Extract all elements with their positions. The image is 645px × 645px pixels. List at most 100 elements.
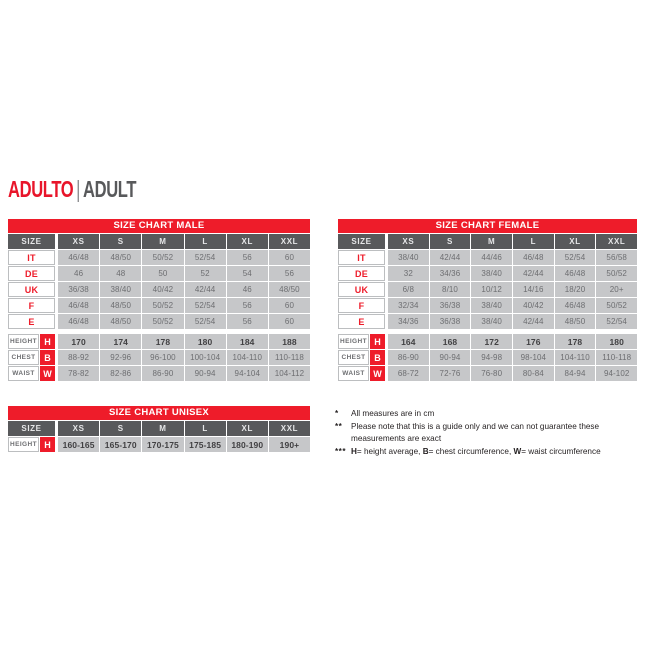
unisex-measure-0-cell-2: 170-175 (142, 437, 184, 452)
male-row-3-cell-3: 52/54 (184, 298, 226, 313)
female-row-1-cell-5: 50/52 (596, 266, 638, 281)
female-header-cells: XS S M L XL XXL (388, 234, 638, 249)
male-row-e: E 46/48 48/50 50/52 52/54 56 60 (8, 314, 311, 329)
female-row-2-cell-1: 8/10 (429, 282, 471, 297)
male-header-cell-5: XXL (268, 234, 311, 249)
footnote-text-0: All measures are in cm (351, 409, 435, 418)
male-row-3-cell-1: 48/50 (100, 298, 142, 313)
female-row-2-cell-5: 20+ (596, 282, 638, 297)
male-row-2-cell-0: 36/38 (58, 282, 100, 297)
male-measure-0-cell-2: 178 (142, 334, 184, 349)
male-row-4-cell-0: 46/48 (58, 314, 100, 329)
male-measure-1-cell-3: 100-104 (184, 350, 226, 365)
male-row-label-f: F (8, 298, 55, 313)
female-row-label-uk: UK (338, 282, 385, 297)
male-row-3-cell-4: 56 (226, 298, 268, 313)
male-row-label-it: IT (8, 250, 55, 265)
female-row-0-cells: 38/40 42/44 44/46 46/48 52/54 56/58 (388, 250, 638, 265)
female-measure-badge-b: B (370, 350, 385, 365)
female-measure-label-chest: CHEST B (338, 350, 385, 365)
male-measure-0-cell-3: 180 (184, 334, 226, 349)
male-row-label-text-4: E (8, 314, 55, 329)
female-measure-label-height: HEIGHT H (338, 334, 385, 349)
footnote-text-1: Please note that this is a guide only an… (351, 421, 600, 444)
female-row-0-cell-3: 46/48 (513, 250, 554, 265)
female-row-0-cell-0: 38/40 (388, 250, 429, 265)
size-chart-male: SIZE CHART MALE SIZE XS S M L XL XXL IT 46/48 48/… (8, 219, 311, 381)
male-measure-1-cell-2: 96-100 (142, 350, 184, 365)
male-row-0-cell-5: 60 (268, 250, 311, 265)
female-measure-2-cell-2: 76-80 (471, 366, 513, 381)
unisex-header-cell-1: S (100, 421, 142, 436)
female-measure-row-height: HEIGHT H 164 168 172 176 178 180 (338, 334, 638, 349)
male-row-3-cell-0: 46/48 (58, 298, 100, 313)
unisex-header-cell-2: M (142, 421, 184, 436)
footnote-2: *** H= height average, B= chest circumfer… (335, 446, 640, 459)
male-measure-label-height: HEIGHT H (8, 334, 55, 349)
female-measure-row-waist: WAIST W 68-72 72-76 76-80 80-84 84-94 94-102 (338, 366, 638, 381)
male-measure-0-cell-1: 174 (100, 334, 142, 349)
female-measure-0-cell-1: 168 (429, 334, 471, 349)
female-measure-2-cell-5: 94-102 (596, 366, 638, 381)
male-measure-0-cell-4: 184 (226, 334, 268, 349)
page-title-secondary: ADULT (83, 176, 137, 202)
male-row-1-cell-0: 46 (58, 266, 100, 281)
footnote-0: * All measures are in cm (335, 408, 640, 421)
unisex-measure-0-cells: 160-165 165-170 170-175 175-185 180-190 190+ (58, 437, 311, 452)
unisex-measure-0-cell-1: 165-170 (100, 437, 142, 452)
female-row-3-cell-1: 36/38 (429, 298, 471, 313)
female-row-label-text-0: IT (338, 250, 385, 265)
female-row-2-cell-2: 10/12 (471, 282, 513, 297)
male-row-label-text-1: DE (8, 266, 55, 281)
male-row-1-cell-3: 52 (184, 266, 226, 281)
male-measure-label-text-2: WAIST (8, 366, 39, 381)
male-row-label-de: DE (8, 266, 55, 281)
female-measure-0-cell-5: 180 (596, 334, 638, 349)
female-header-cell-0: XS (388, 234, 429, 249)
unisex-measure-label-split-0: HEIGHT H (8, 437, 55, 452)
female-measure-row-chest: CHEST B 86-90 90-94 94-98 98-104 104-110 110-11… (338, 350, 638, 365)
female-header-cell-4: XL (554, 234, 596, 249)
female-row-0-cell-2: 44/46 (471, 250, 513, 265)
footnotes: * All measures are in cm ** Please note tha… (335, 408, 640, 458)
male-header-cell-3: L (184, 234, 226, 249)
male-header-cell-4: XL (226, 234, 268, 249)
male-row-4-cells: 46/48 48/50 50/52 52/54 56 60 (58, 314, 311, 329)
male-measure-label-text-0: HEIGHT (8, 334, 39, 349)
female-row-4-cell-0: 34/36 (388, 314, 429, 329)
footnote-marker-1: ** (335, 421, 343, 431)
unisex-size-header-label: SIZE (8, 421, 55, 436)
female-row-2-cell-0: 6/8 (388, 282, 429, 297)
chart-grid-male: SIZE XS S M L XL XXL IT 46/48 48/50 50/52 52/54 56 60… (8, 234, 311, 381)
female-measure-label-waist: WAIST W (338, 366, 385, 381)
male-measure-2-cell-2: 86-90 (142, 366, 184, 381)
male-row-4-cell-3: 52/54 (184, 314, 226, 329)
female-row-4-cell-1: 36/38 (429, 314, 471, 329)
male-measure-row-height: HEIGHT H 170 174 178 180 184 188 (8, 334, 311, 349)
female-row-3-cell-0: 32/34 (388, 298, 429, 313)
female-row-e: E 34/36 36/38 38/40 42/44 48/50 52/54 (338, 314, 638, 329)
female-measure-1-cell-0: 86-90 (388, 350, 429, 365)
male-row-3-cell-5: 60 (268, 298, 311, 313)
male-measure-2-cell-5: 104-112 (268, 366, 311, 381)
male-row-1-cell-5: 56 (268, 266, 311, 281)
male-row-0-cell-3: 52/54 (184, 250, 226, 265)
female-row-3-cell-5: 50/52 (596, 298, 638, 313)
male-measure-1-cell-4: 104-110 (226, 350, 268, 365)
female-row-label-text-1: DE (338, 266, 385, 281)
female-row-it: IT 38/40 42/44 44/46 46/48 52/54 56/58 (338, 250, 638, 265)
female-row-f: F 32/34 36/38 38/40 40/42 46/48 50/52 (338, 298, 638, 313)
male-row-4-cell-5: 60 (268, 314, 311, 329)
female-header-cell-3: L (513, 234, 554, 249)
footnote-marker-2: *** (335, 446, 347, 456)
unisex-header-cell-5: XXL (268, 421, 311, 436)
female-row-1-cell-3: 42/44 (513, 266, 554, 281)
page-title: ADULTO | ADULT (8, 175, 136, 203)
male-header-cells: XS S M L XL XXL (58, 234, 311, 249)
male-measure-0-cell-0: 170 (58, 334, 100, 349)
female-row-0-cell-5: 56/58 (596, 250, 638, 265)
female-measure-1-cell-4: 104-110 (554, 350, 596, 365)
female-row-2-cell-4: 18/20 (554, 282, 596, 297)
female-row-1-cell-1: 34/36 (429, 266, 471, 281)
male-row-2-cell-2: 40/42 (142, 282, 184, 297)
